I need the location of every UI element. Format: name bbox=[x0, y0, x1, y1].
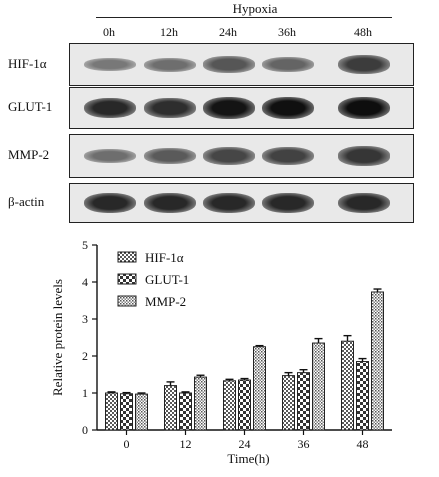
bar-hif-1- bbox=[341, 340, 354, 431]
blot-band bbox=[262, 57, 314, 72]
blot-band bbox=[203, 192, 255, 214]
blot-row-label: HIF-1α bbox=[8, 55, 47, 71]
lane-label: 48h bbox=[354, 25, 372, 39]
bar-mmp-2 bbox=[371, 291, 384, 431]
bar-glut-1 bbox=[179, 392, 192, 431]
blot-band bbox=[84, 192, 136, 214]
blot-band bbox=[84, 149, 136, 163]
blot-panel bbox=[69, 87, 414, 129]
legend-label: HIF-1α bbox=[145, 250, 184, 265]
bar-hif-1- bbox=[164, 385, 177, 431]
blot-band bbox=[203, 96, 255, 120]
blot-row-label: β-actin bbox=[8, 194, 45, 209]
x-tick-label: 0 bbox=[124, 437, 130, 451]
bar-hif-1- bbox=[105, 392, 118, 431]
blot-band bbox=[144, 98, 196, 118]
blot-band bbox=[144, 57, 196, 72]
legend-label: GLUT-1 bbox=[145, 272, 189, 287]
bar-mmp-2 bbox=[194, 376, 207, 431]
bar-glut-1 bbox=[120, 393, 133, 431]
bar-mmp-2 bbox=[312, 342, 325, 431]
blot-band bbox=[262, 147, 314, 165]
legend-swatch bbox=[117, 273, 137, 285]
lane-label: 24h bbox=[219, 25, 237, 39]
blot-panel bbox=[69, 43, 414, 86]
blot-panel bbox=[69, 183, 414, 223]
lane-label: 0h bbox=[103, 25, 115, 39]
y-axis-title: Relative protein levels bbox=[50, 279, 65, 396]
blot-band bbox=[262, 192, 314, 214]
hypoxia-bracket-line bbox=[96, 17, 392, 18]
hypoxia-label: Hypoxia bbox=[232, 1, 278, 16]
y-tick-label: 3 bbox=[82, 312, 88, 326]
bar-glut-1 bbox=[356, 361, 369, 431]
bar-mmp-2 bbox=[253, 346, 266, 431]
x-tick-label: 12 bbox=[180, 437, 192, 451]
blot-band bbox=[203, 56, 255, 73]
y-tick-label: 2 bbox=[82, 349, 88, 363]
x-tick-label: 48 bbox=[357, 437, 369, 451]
blot-band bbox=[338, 96, 390, 120]
blot-band bbox=[84, 97, 136, 119]
bar-glut-1 bbox=[238, 379, 251, 431]
lane-label: 12h bbox=[160, 25, 178, 39]
x-axis-title: Time(h) bbox=[227, 451, 269, 466]
bar-hif-1- bbox=[282, 375, 295, 431]
bar-mmp-2 bbox=[135, 393, 148, 431]
blot-row-label: MMP-2 bbox=[8, 147, 50, 162]
y-tick-label: 5 bbox=[82, 238, 88, 252]
blot-panel bbox=[69, 134, 414, 178]
y-tick-label: 0 bbox=[82, 423, 88, 437]
blot-band bbox=[338, 192, 390, 214]
blot-band bbox=[338, 55, 390, 74]
y-tick-label: 1 bbox=[82, 386, 88, 400]
lane-label: 36h bbox=[278, 25, 296, 39]
legend-swatch bbox=[117, 251, 137, 263]
blot-band bbox=[262, 96, 314, 120]
bar-hif-1- bbox=[223, 380, 236, 431]
blot-band bbox=[203, 147, 255, 165]
x-tick-label: 24 bbox=[239, 437, 251, 451]
blot-row-label: GLUT-1 bbox=[8, 99, 53, 114]
blot-band bbox=[144, 148, 196, 164]
legend-swatch bbox=[117, 295, 137, 307]
legend-label: MMP-2 bbox=[145, 294, 186, 309]
bar-glut-1 bbox=[297, 372, 310, 431]
y-tick-label: 4 bbox=[82, 275, 88, 289]
blot-band bbox=[338, 146, 390, 166]
blot-band bbox=[84, 57, 136, 72]
x-tick-label: 36 bbox=[298, 437, 310, 451]
blot-band bbox=[144, 192, 196, 214]
